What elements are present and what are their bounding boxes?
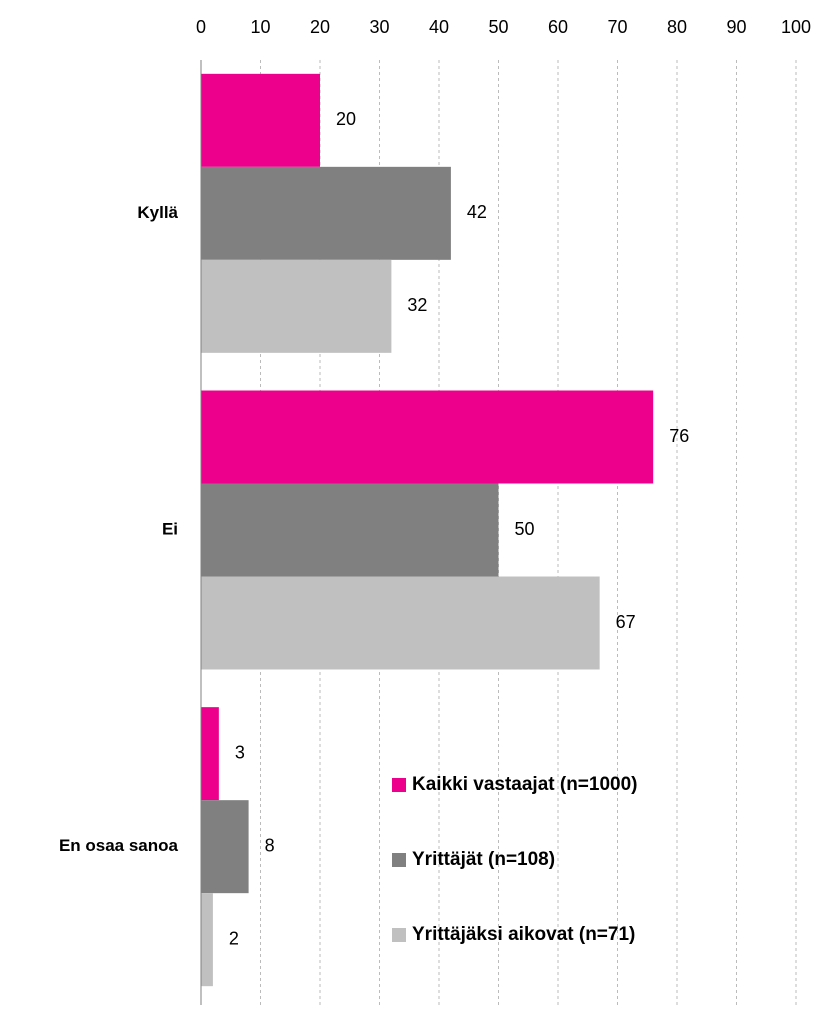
category-label: Kyllä [137,203,178,222]
x-tick-label: 60 [548,17,568,37]
data-label: 42 [467,202,487,222]
x-tick-label: 70 [607,17,627,37]
legend-swatch [392,928,406,942]
bar [201,166,451,260]
data-label: 32 [407,295,427,315]
x-tick-label: 20 [310,17,330,37]
data-label: 76 [669,426,689,446]
data-label: 67 [616,612,636,632]
category-label: Ei [162,519,178,538]
x-tick-label: 0 [196,17,206,37]
legend-label: Yrittäjät (n=108) [412,849,555,870]
data-label: 2 [229,928,239,948]
category-label: En osaa sanoa [59,836,179,855]
bar [201,73,320,167]
bar [201,576,600,670]
legend-label: Kaikki vastaajat (n=1000) [412,774,638,795]
x-tick-label: 100 [781,17,811,37]
legend-label: Yrittäjäksi aikovat (n=71) [412,924,635,945]
bar [201,893,213,987]
legend-swatch [392,853,406,867]
data-label: 3 [235,742,245,762]
bar [201,483,499,577]
legend-swatch [392,778,406,792]
x-tick-label: 10 [250,17,270,37]
x-tick-label: 90 [726,17,746,37]
bar [201,800,249,894]
x-tick-label: 30 [369,17,389,37]
data-label: 50 [515,519,535,539]
x-tick-label: 80 [667,17,687,37]
bar [201,390,654,484]
bar [201,259,392,353]
x-tick-label: 40 [429,17,449,37]
data-label: 20 [336,109,356,129]
x-tick-label: 50 [488,17,508,37]
data-label: 8 [265,835,275,855]
bar [201,707,219,801]
